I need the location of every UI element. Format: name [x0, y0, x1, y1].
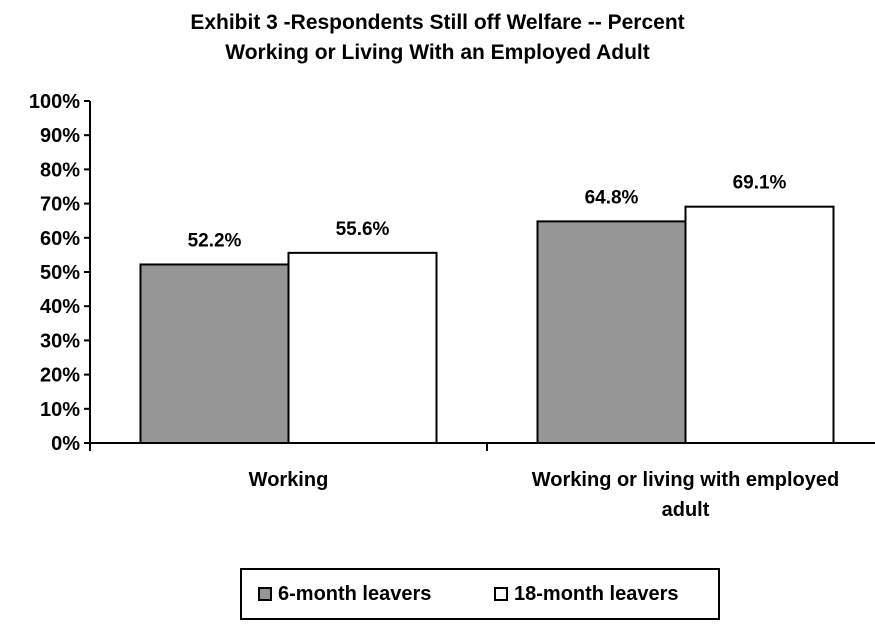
chart-title-line-2: Working or Living With an Employed Adult: [225, 41, 650, 64]
y-tick-label: 40%: [40, 296, 80, 318]
data-label: 69.1%: [733, 173, 787, 194]
data-label: 55.6%: [336, 219, 390, 240]
data-label: 52.2%: [188, 230, 242, 251]
y-tick-label: 60%: [40, 228, 80, 250]
y-tick-label: 100%: [29, 91, 80, 113]
legend-swatch-18-month: [494, 587, 508, 601]
y-tick-label: 20%: [40, 365, 80, 387]
bar-18-month-1: [287, 251, 438, 444]
x-category-label: Working: [249, 469, 329, 491]
y-tick-label: 50%: [40, 262, 80, 284]
bar-18-month-2: [684, 205, 835, 444]
bar-chart: 0% 10% 20% 30% 40% 50% 60% 70% 80% 90% 100% 52.2% 55…: [29, 91, 875, 521]
bar-6-month-2: [536, 220, 687, 444]
data-label: 64.8%: [585, 187, 639, 208]
bar-6-month-1: [139, 263, 290, 445]
chart-title: Exhibit 3 -Respondents Still off Welfare…: [0, 8, 875, 68]
legend: 6-month leavers 18-month leavers: [240, 568, 720, 620]
legend-item-18-month: 18-month leavers: [494, 570, 679, 618]
x-category-label: Working or living with employed: [532, 469, 839, 491]
y-tick-label: 30%: [40, 330, 80, 352]
y-tick-label: 70%: [40, 194, 80, 216]
chart-title-line-1: Exhibit 3 -Respondents Still off Welfare…: [190, 11, 685, 34]
x-category-label: adult: [662, 499, 710, 521]
y-tick-label: 10%: [40, 399, 80, 421]
legend-label-18-month: 18-month leavers: [514, 582, 679, 605]
legend-swatch-6-month: [258, 587, 272, 601]
y-tick-label: 0%: [51, 433, 80, 455]
legend-item-6-month: 6-month leavers: [258, 570, 431, 618]
y-tick-label: 90%: [40, 125, 80, 147]
y-tick-label: 80%: [40, 159, 80, 181]
legend-label-6-month: 6-month leavers: [278, 582, 432, 605]
